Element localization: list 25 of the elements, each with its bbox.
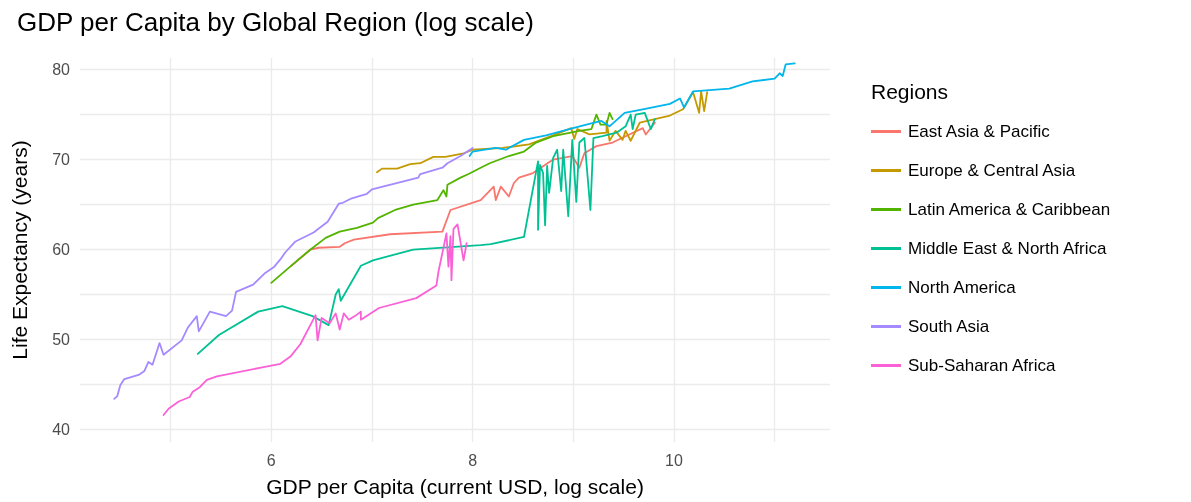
legend-label: East Asia & Pacific	[908, 122, 1051, 141]
legend-label: Middle East & North Africa	[908, 239, 1107, 258]
line-series	[270, 111, 614, 284]
legend-title: Regions	[871, 80, 949, 103]
y-tick-label: 50	[52, 330, 71, 348]
legend-label: Sub-Saharan Africa	[908, 356, 1056, 375]
y-axis-title: Life Expectancy (years)	[8, 140, 31, 360]
line-series	[162, 223, 468, 416]
line-series	[468, 62, 796, 157]
line-series	[113, 147, 474, 400]
x-axis-title: GDP per Capita (current USD, log scale)	[266, 475, 644, 498]
x-tick-label: 6	[266, 451, 276, 469]
line-series	[376, 90, 709, 174]
legend-label: Europe & Central Asia	[908, 161, 1076, 180]
line-series	[196, 111, 656, 355]
legend-label: Latin America & Caribbean	[908, 200, 1111, 219]
chart-title: GDP per Capita by Global Region (log scale)	[17, 7, 534, 37]
y-tick-label: 40	[52, 420, 71, 438]
x-tick-label: 10	[665, 451, 683, 469]
y-tick-label: 80	[52, 61, 71, 79]
legend-label: North America	[908, 278, 1017, 297]
legend-label: South Asia	[908, 317, 990, 336]
x-tick-label: 8	[468, 451, 478, 469]
y-tick-label: 70	[52, 151, 71, 169]
y-tick-label: 60	[52, 241, 71, 259]
